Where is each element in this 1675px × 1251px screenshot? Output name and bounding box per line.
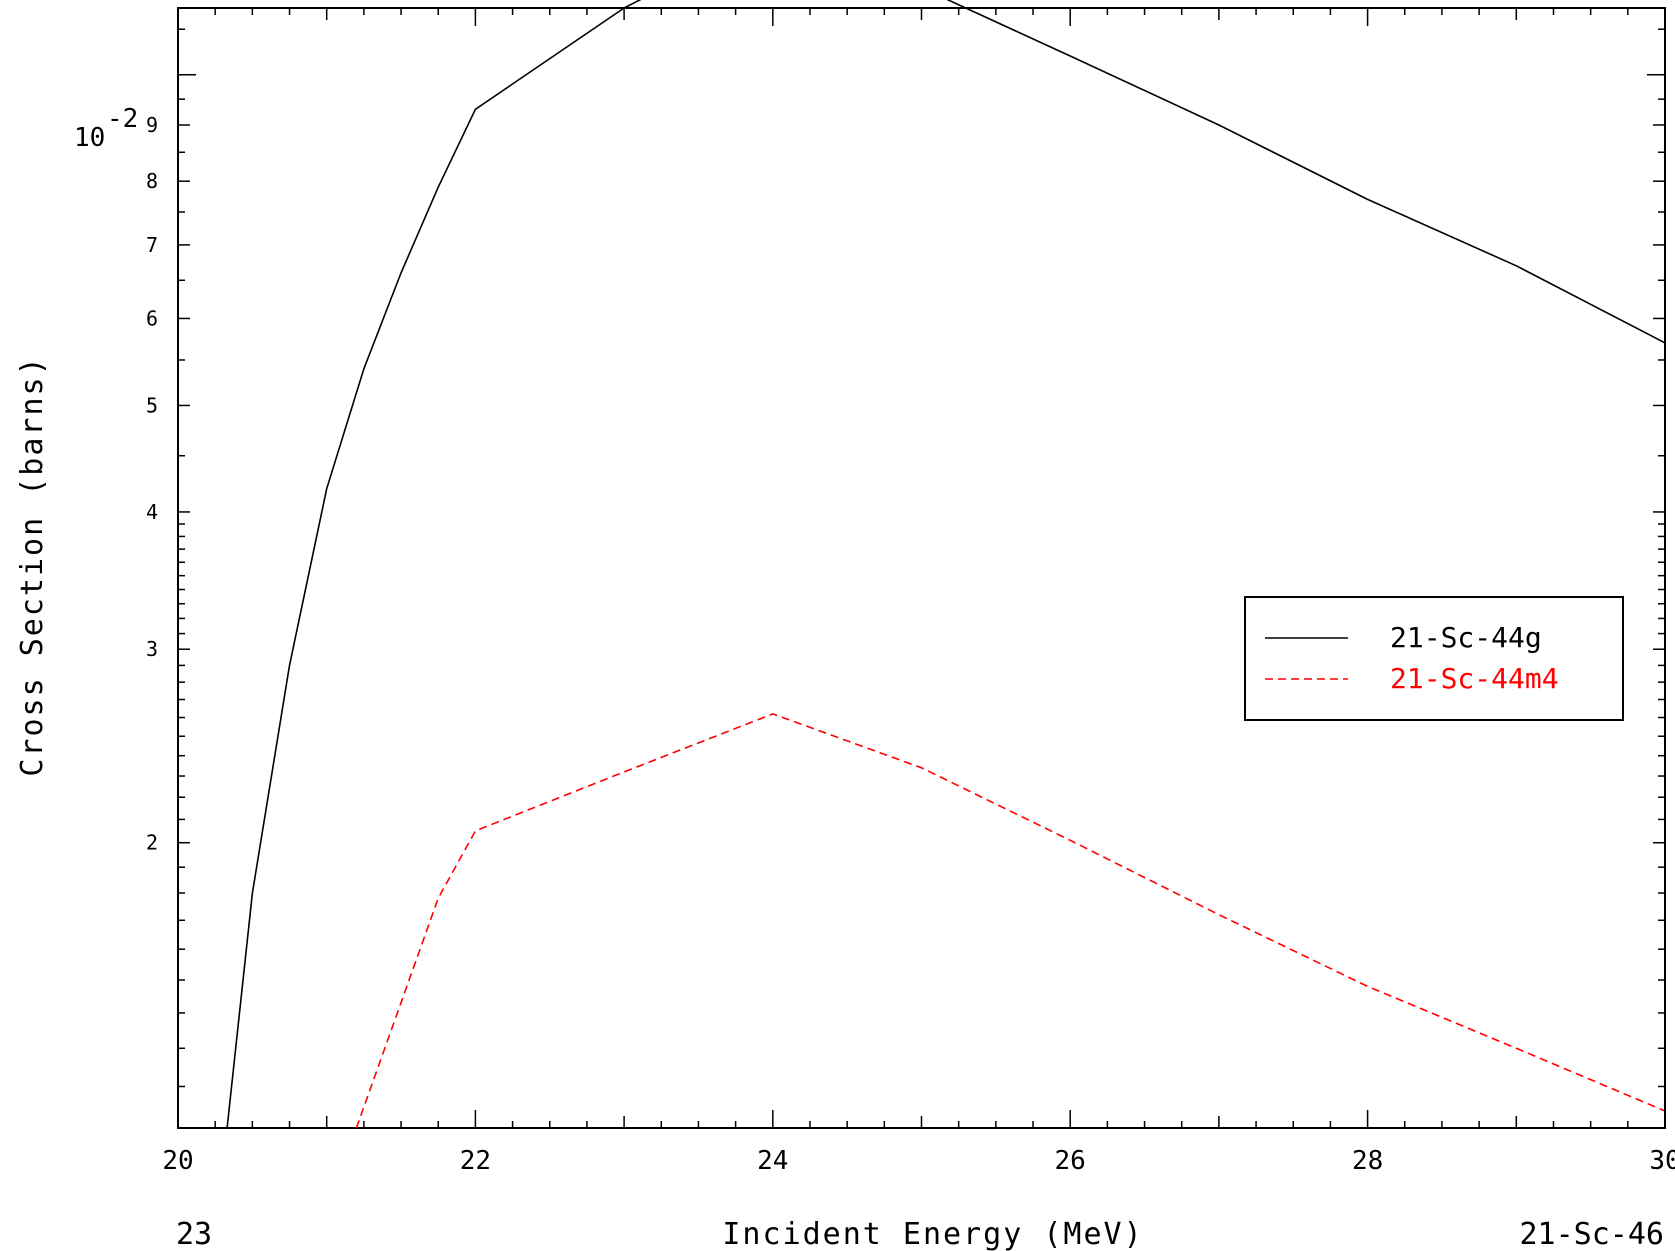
y-tick-label: 6 — [146, 306, 158, 330]
legend-box — [1244, 596, 1624, 721]
x-tick-label: 24 — [757, 1146, 788, 1176]
footer-right-label: 21-Sc-46 — [1520, 1217, 1665, 1251]
y-decade-exponent: -2 — [107, 104, 138, 134]
series-layer — [226, 0, 1666, 1129]
legend-label-series-2: 21-Sc-44m4 — [1390, 662, 1559, 695]
x-tick-labels: 20 22 24 26 28 30 — [162, 1146, 1675, 1176]
plot-frame — [177, 7, 1666, 1129]
x-axis-title: Incident Energy (MeV) — [722, 1217, 1143, 1251]
series-line-2 — [355, 713, 1666, 1129]
y-decade-base: 10 — [74, 123, 105, 153]
y-tick-label: 4 — [146, 500, 158, 524]
y-tick-label: 9 — [146, 113, 158, 137]
x-tick-label: 26 — [1055, 1146, 1086, 1176]
footer-left-label: 23 — [176, 1217, 212, 1251]
legend-label-series-1: 21-Sc-44g — [1390, 621, 1542, 654]
x-tick-label: 20 — [162, 1146, 193, 1176]
y-axis-title: Cross Section (barns) — [15, 355, 50, 776]
axis-ticks — [177, 8, 1666, 1129]
y-tick-label: 8 — [146, 169, 158, 193]
series-line-1 — [226, 0, 1666, 1129]
legend: 21-Sc-44g 21-Sc-44m4 — [1244, 596, 1624, 721]
x-tick-label: 28 — [1352, 1146, 1383, 1176]
y-tick-label: 7 — [146, 233, 158, 257]
x-tick-label: 30 — [1649, 1146, 1675, 1176]
y-tick-label: 3 — [146, 637, 158, 661]
y-tick-label: 2 — [146, 831, 158, 855]
x-tick-label: 22 — [460, 1146, 491, 1176]
y-tick-label: 5 — [146, 393, 158, 417]
y-tick-labels: 10 -2 9 8 7 6 5 4 3 2 — [74, 104, 158, 855]
